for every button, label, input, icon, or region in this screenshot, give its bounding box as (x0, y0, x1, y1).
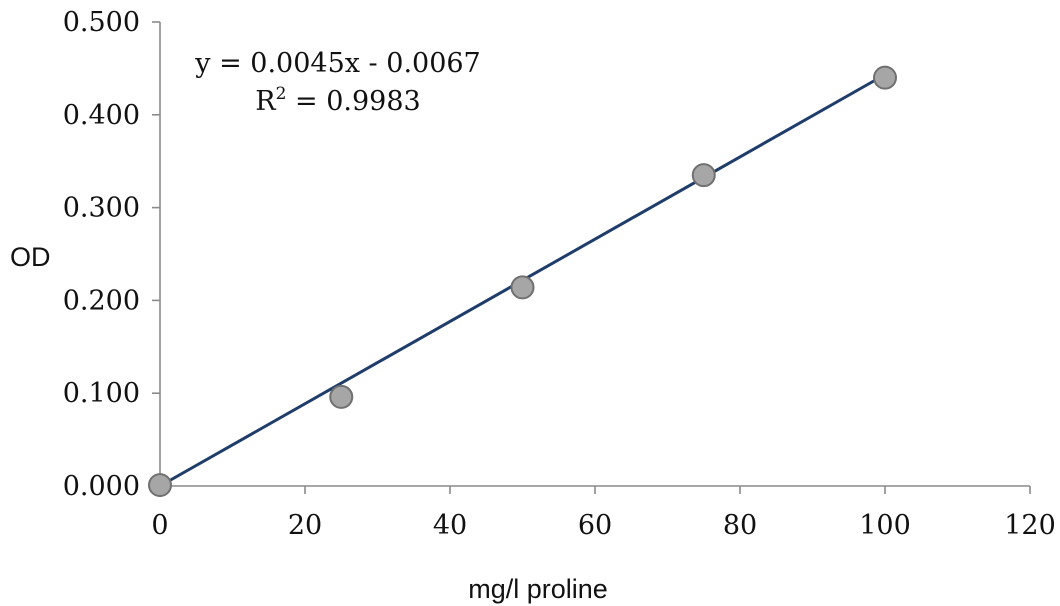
y-axis-title: OD (10, 242, 51, 272)
y-tick-label: 0.300 (63, 193, 140, 224)
x-tick-label: 80 (723, 510, 757, 541)
y-tick-label: 0.100 (63, 378, 140, 409)
data-point (148, 473, 172, 498)
x-tick-label: 60 (578, 510, 612, 541)
y-axis-ticks: 0.000 0.100 0.200 0.300 0.400 0.500 (63, 7, 160, 502)
y-tick-label: 0.000 (63, 471, 140, 502)
x-tick-label: 100 (859, 510, 911, 541)
x-axis-title: mg/l proline (468, 574, 608, 604)
x-tick-label: 0 (151, 510, 168, 541)
r-squared-superscript: 2 (276, 84, 287, 104)
data-points (148, 65, 897, 498)
y-tick-label: 0.500 (63, 7, 140, 38)
x-tick-label: 20 (288, 510, 322, 541)
x-tick-label: 120 (1004, 510, 1056, 541)
x-tick-label: 40 (433, 510, 467, 541)
y-tick-label: 0.200 (63, 285, 140, 316)
x-axis-ticks: 0 20 40 60 80 100 120 (151, 486, 1056, 541)
data-point (691, 163, 716, 188)
r-squared-value: = 0.9983 (286, 86, 420, 117)
data-point (329, 384, 354, 409)
trendline-equation: y = 0.0045x - 0.0067 (194, 48, 481, 79)
y-tick-label: 0.400 (63, 100, 140, 131)
r-squared-label: R2 = 0.9983 (255, 84, 420, 117)
data-point (873, 65, 897, 90)
r-squared-prefix: R (255, 86, 276, 117)
data-point (510, 275, 535, 300)
